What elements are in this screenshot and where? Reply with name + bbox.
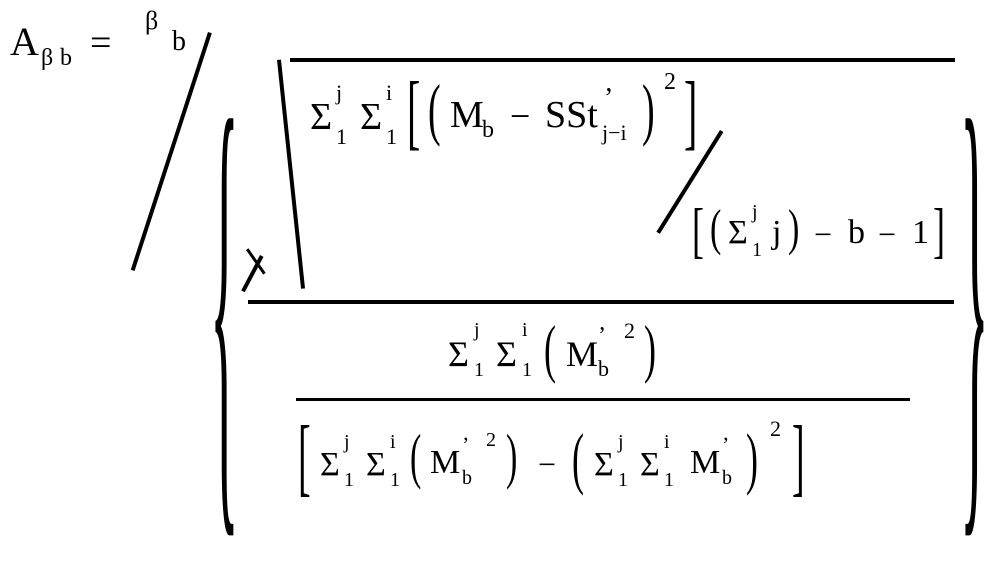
right-brace: } — [960, 48, 989, 552]
low-den-t1-rparen: ) — [506, 428, 517, 489]
low-den-t2-M-sub: b — [722, 468, 732, 488]
sqrt-den-lparen: ( — [710, 204, 721, 255]
sqrt-num-M-sub: b — [482, 118, 494, 142]
low-den-t2-sum2-sigma: Σ — [640, 448, 660, 482]
low-num-M-prime: ’ — [598, 324, 606, 348]
sqrt-den-sigma-lower: 1 — [752, 240, 762, 260]
sqrt-num-SSt-sub: j−i — [602, 122, 627, 144]
low-den-t1-sum2-lower: 1 — [390, 470, 400, 490]
sqrt-num-M: M — [450, 96, 484, 134]
low-num-sum2-upper: i — [522, 320, 528, 340]
A-symbol: A — [10, 22, 39, 62]
low-den-rbracket: ] — [792, 414, 805, 501]
low-den-minus: − — [538, 448, 556, 480]
over-b: b — [172, 28, 186, 56]
over-beta: β — [145, 8, 158, 34]
sqrt-sum1-lower: 1 — [336, 126, 347, 148]
sqrt-den-minus2: − — [878, 218, 896, 250]
equals-sign: = — [90, 24, 111, 62]
low-den-t1-sum2-sigma: Σ — [366, 448, 386, 482]
low-den-t2-sum1-upper: j — [618, 432, 624, 452]
sqrt-den-sigma: Σ — [728, 216, 748, 250]
low-den-t1-power2: 2 — [486, 430, 496, 450]
low-den-t2-sum2-lower: 1 — [664, 470, 674, 490]
low-den-t2-rparen: ) — [746, 424, 758, 492]
sqrt-den-rbracket: ] — [933, 200, 945, 261]
low-num-sum2-sigma: Σ — [496, 336, 517, 372]
low-den-t1-M: M — [430, 446, 460, 480]
sqrt-sum1-sigma: Σ — [310, 98, 332, 136]
low-num-rparen: ) — [644, 316, 656, 381]
low-den-t2-sum1-sigma: Σ — [594, 448, 614, 482]
big-division-slash — [131, 32, 212, 271]
sqrt-sum2-lower: 1 — [386, 126, 397, 148]
low-den-t2-lparen: ( — [572, 424, 584, 492]
A-sub-b: b — [60, 46, 72, 70]
low-num-power2: 2 — [624, 320, 635, 342]
sqrt-num-SSt-prime: ’ — [604, 85, 613, 113]
sqrt-upstroke — [277, 60, 305, 289]
sqrt-den-one: 1 — [912, 216, 929, 250]
sqrt-num-rbracket: ] — [684, 70, 697, 154]
sqrt-num-SSt: SSt — [545, 96, 598, 134]
low-den-t2-sum1-lower: 1 — [618, 470, 628, 490]
low-num-lparen: ( — [544, 316, 556, 381]
low-den-t2-M-prime: ’ — [722, 434, 729, 456]
sqrt-den-sigma-upper: j — [752, 202, 758, 222]
formula-canvas: A β b = β b { } Σ j 1 Σ i 1 [ ( M b − SS… — [0, 0, 1000, 542]
sqrt-den-minus1: − — [814, 218, 832, 250]
low-num-M-sub: b — [598, 358, 609, 380]
sqrt-num-lbracket: [ — [407, 70, 420, 154]
sqrt-num-rparen: ) — [642, 76, 655, 144]
sqrt-den-lbracket: [ — [692, 200, 704, 261]
sqrt-overbar — [290, 58, 955, 62]
sqrt-num-minus: − — [510, 98, 530, 134]
A-sub-beta: β — [41, 46, 53, 70]
low-den-lbracket: [ — [298, 414, 311, 501]
low-den-t2-power2: 2 — [770, 418, 781, 440]
low-num-M: M — [566, 336, 598, 372]
low-num-sum1-lower: 1 — [474, 360, 484, 380]
low-den-t1-sum1-upper: j — [344, 432, 350, 452]
lower-fraction-bar — [296, 398, 910, 401]
sqrt-sum2-upper: i — [386, 82, 392, 104]
sqrt-den-bvar: b — [848, 216, 865, 250]
sqrt-num-power2: 2 — [664, 70, 676, 94]
sqrt-den-rparen: ) — [788, 204, 799, 255]
low-den-t2-M: M — [690, 446, 720, 480]
sqrt-num-lparen: ( — [428, 76, 441, 144]
low-num-sum2-lower: 1 — [522, 360, 532, 380]
sqrt-sum2-sigma: Σ — [360, 98, 382, 136]
sqrt-den-jvar: j — [772, 216, 781, 250]
low-den-t1-sum1-lower: 1 — [344, 470, 354, 490]
low-den-t2-sum2-upper: i — [664, 432, 670, 452]
low-den-t1-lparen: ( — [410, 428, 421, 489]
sqrt-sum1-upper: j — [336, 82, 342, 104]
low-den-t1-M-sub: b — [462, 468, 472, 488]
low-den-t1-M-prime: ’ — [462, 434, 469, 456]
low-num-sum1-sigma: Σ — [448, 336, 469, 372]
sqrt-tick2 — [241, 255, 263, 292]
main-fraction-bar — [248, 300, 954, 304]
low-den-t1-sum2-upper: i — [390, 432, 396, 452]
low-den-t1-sum1-sigma: Σ — [320, 448, 340, 482]
left-brace: { — [210, 48, 239, 552]
low-num-sum1-upper: j — [474, 320, 480, 340]
